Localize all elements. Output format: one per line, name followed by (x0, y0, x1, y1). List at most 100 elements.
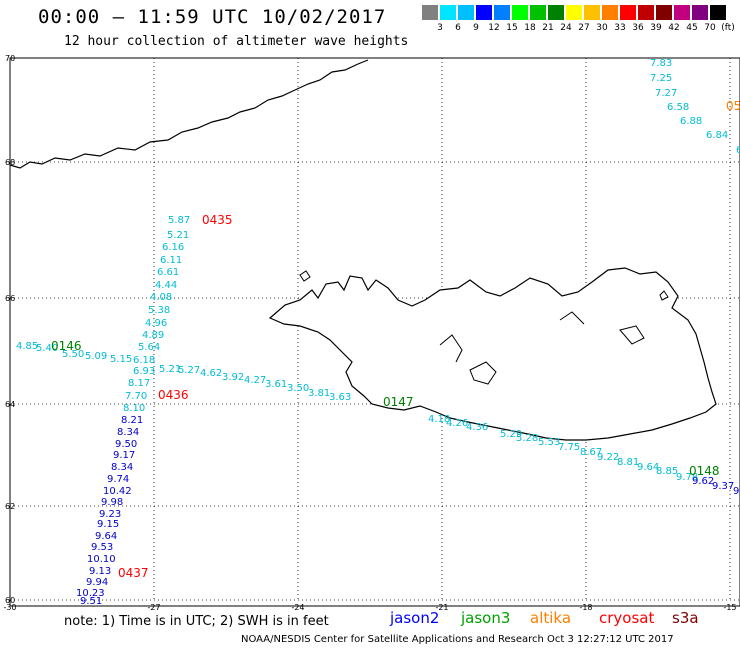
wave-height-label: 4.18 (428, 414, 450, 425)
wave-height-label: 3.50 (287, 383, 309, 394)
legend-label: 21 (542, 23, 554, 33)
wave-height-label: 5.21 (167, 230, 189, 241)
legend-swatch (458, 5, 474, 20)
wave-height-label: 8.34 (117, 427, 139, 438)
iceland-lake (619, 325, 645, 345)
wave-height-label: 9.98 (101, 497, 123, 508)
wave-height-label: 8.67 (580, 447, 602, 458)
wave-height-label: 9.15 (97, 519, 119, 530)
legend-label: 27 (578, 23, 590, 33)
wave-height-label: 5.29 (500, 429, 522, 440)
wave-height-label: 4.89 (142, 330, 164, 341)
wave-height-label: 9.78 (676, 472, 698, 483)
pass-id-label: 05 (726, 99, 740, 113)
wave-height-label: 9.94 (86, 577, 108, 588)
legend-label: 42 (668, 23, 680, 33)
legend-swatch (620, 5, 636, 20)
greenland-coastline (9, 59, 369, 169)
map-title: 00:00 – 11:59 UTC 10/02/2017 (38, 6, 387, 28)
legend-swatch (548, 5, 564, 20)
legend-swatch (440, 5, 456, 20)
wave-height-label: 9.62 (692, 476, 714, 487)
credit-line: NOAA/NESDIS Center for Satellite Applica… (241, 634, 674, 645)
iceland-inlet (559, 311, 585, 325)
legend-label: 39 (650, 23, 662, 33)
wave-height-labels: 7.837.257.276.586.886.8465.875.216.166.1… (16, 58, 740, 607)
legend-swatch (638, 5, 654, 20)
satellite-name: jason3 (461, 609, 511, 627)
pass-id-label: 0437 (118, 566, 149, 580)
wave-height-label: 3.61 (265, 379, 287, 390)
wave-height-label: 6.93 (133, 366, 155, 377)
wave-height-label: 6.88 (680, 116, 702, 127)
wave-height-label: 9.74 (107, 474, 129, 485)
legend-swatch (692, 5, 708, 20)
wave-height-label: 6.16 (162, 242, 184, 253)
iceland-island (659, 290, 669, 301)
wave-height-label: 8.17 (128, 378, 150, 389)
legend-label: 12 (488, 23, 500, 33)
wave-height-label: 4.62 (200, 368, 222, 379)
latitude-label: 66 (5, 294, 15, 303)
legend-label: 70 (704, 23, 716, 33)
iceland-coastline (268, 267, 717, 441)
wave-height-label: 9.17 (113, 450, 135, 461)
legend-swatch (710, 5, 726, 20)
wave-height-label: 6.61 (157, 267, 179, 278)
wave-height-label: 8.85 (656, 466, 678, 477)
wave-height-label: 6.58 (667, 102, 689, 113)
legend-swatch (530, 5, 546, 20)
wave-height-label: 5.40 (36, 343, 58, 354)
wave-height-label: 5.50 (62, 349, 84, 360)
wave-height-label: 5.87 (168, 215, 190, 226)
pass-id-label: 0435 (202, 213, 233, 227)
iceland-island (299, 270, 311, 282)
satellite-name: s3a (672, 609, 699, 627)
pass-id-label: 0147 (383, 395, 414, 409)
wave-height-label: 8.34 (111, 462, 133, 473)
latitude-label: 62 (5, 502, 15, 511)
legend-label: 18 (524, 23, 536, 33)
wave-height-label: 6.18 (133, 355, 155, 366)
wave-height-label: 10.10 (87, 554, 116, 565)
latitude-label: 70 (5, 54, 15, 63)
wave-height-label: 7.25 (650, 73, 672, 84)
legend-label: 33 (614, 23, 626, 33)
legend-swatch (602, 5, 618, 20)
legend-swatch (512, 5, 528, 20)
latitude-label: 60 (5, 596, 15, 605)
longitude-label: -27 (147, 603, 160, 612)
wave-height-label: 3.63 (329, 392, 351, 403)
wave-height-label: 9 (733, 486, 739, 497)
wave-height-label: 8.21 (121, 415, 143, 426)
wave-height-label: 5.27 (178, 365, 200, 376)
wave-height-label: 4.96 (145, 318, 167, 329)
wave-height-label: 7.27 (655, 88, 677, 99)
wave-height-label: 5.64 (138, 342, 160, 353)
wave-height-label: 4.08 (150, 292, 172, 303)
satellite-name: altika (530, 609, 572, 627)
footer-note: note: 1) Time is in UTC; 2) SWH is in fe… (64, 614, 329, 629)
wave-height-label: 8.81 (617, 457, 639, 468)
wave-height-label: 9.22 (597, 452, 619, 463)
satellite-name: cryosat (599, 609, 655, 627)
iceland-inlet (439, 334, 463, 363)
legend-swatch (674, 5, 690, 20)
wave-height-label: 5.38 (148, 305, 170, 316)
wave-height-label: 6 (736, 145, 740, 156)
wave-height-label: 10.42 (103, 486, 132, 497)
legend-swatch (566, 5, 582, 20)
wave-height-label: 9.13 (89, 566, 111, 577)
wave-height-label: 4.36 (466, 422, 488, 433)
wave-height-label: 5.15 (110, 354, 132, 365)
legend-label: 45 (686, 23, 698, 33)
wave-height-label: 5.28 (516, 433, 538, 444)
legend-label: 6 (455, 23, 461, 33)
legend-swatch (422, 5, 438, 20)
wave-height-label: 8.10 (123, 403, 145, 414)
pass-id-label: 0436 (158, 388, 189, 402)
wave-height-label: 9.50 (115, 439, 137, 450)
legend-label: (ft) (721, 23, 735, 33)
legend-label: 36 (632, 23, 644, 33)
